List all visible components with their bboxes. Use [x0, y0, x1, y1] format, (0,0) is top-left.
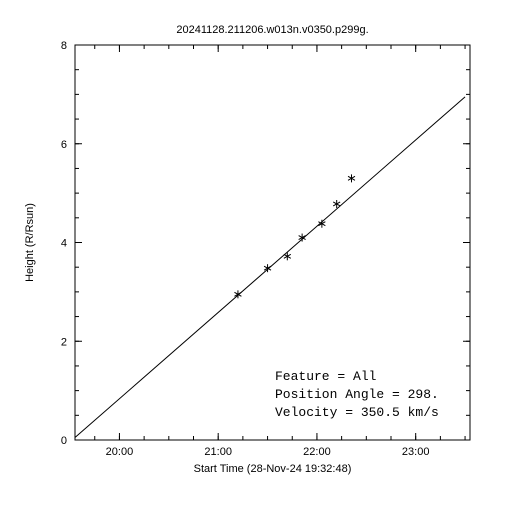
svg-text:23:00: 23:00 [402, 446, 430, 458]
svg-text:Height (R/Rsun): Height (R/Rsun) [24, 203, 36, 282]
svg-text:Start Time (28-Nov-24 19:32:48: Start Time (28-Nov-24 19:32:48) [194, 463, 352, 475]
chart-svg: 20:00 21:00 22:00 23:00 0 2 4 6 8 20241128.211206… [0, 0, 512, 512]
svg-text:20:00: 20:00 [106, 446, 134, 458]
svg-text:Position Angle = 298.: Position Angle = 298. [275, 387, 439, 402]
svg-text:20241128.211206.w013n.v0350.p2: 20241128.211206.w013n.v0350.p299g. [176, 24, 368, 36]
svg-text:21:00: 21:00 [204, 446, 232, 458]
svg-text:6: 6 [61, 139, 67, 151]
height-time-chart: 20:00 21:00 22:00 23:00 0 2 4 6 8 20241128.211206… [0, 0, 512, 512]
svg-text:Velocity = 350.5 km/s: Velocity = 350.5 km/s [275, 405, 439, 420]
svg-text:4: 4 [61, 238, 67, 250]
svg-text:8: 8 [61, 40, 67, 52]
svg-text:2: 2 [61, 336, 67, 348]
svg-text:22:00: 22:00 [303, 446, 331, 458]
svg-text:0: 0 [61, 435, 67, 447]
svg-text:Feature = All: Feature = All [275, 369, 377, 384]
